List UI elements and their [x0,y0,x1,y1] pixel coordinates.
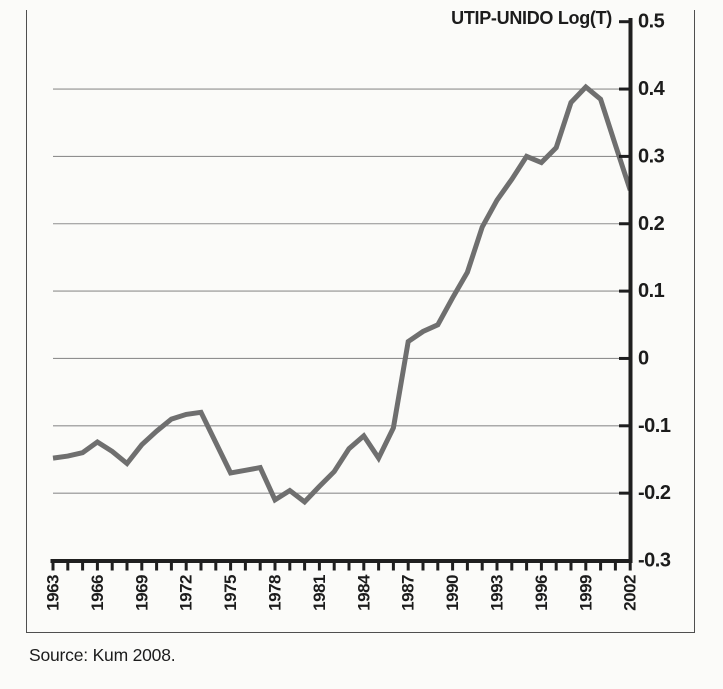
source-note: Source: Kum 2008. [29,645,176,665]
x-tick-label: 2002 [621,575,640,611]
y-tick-label: 0 [638,347,649,369]
y-tick-label: 0.2 [638,213,665,235]
x-tick-label: 1981 [310,575,329,611]
x-tick-label: 1975 [221,575,240,611]
x-tick-label: 1978 [266,575,285,611]
y-tick-label: 0.3 [638,145,665,167]
chart-series-label: UTIP-UNIDO Log(T) [451,8,612,28]
x-tick-label: 1999 [576,575,595,611]
y-tick-label: 0.5 [638,11,665,33]
x-tick-label: 1966 [88,575,107,611]
x-axis [50,559,633,571]
gridlines [53,88,631,494]
y-tick-label: 0.4 [638,78,666,100]
x-tick-label: 1969 [132,575,151,611]
y-axis [619,18,633,563]
x-tick-label: 1990 [443,575,462,611]
data-line-series [52,83,633,506]
y-tick-label: -0.3 [638,550,671,572]
y-tick-labels: 0.5 0.4 0.3 0.2 0.1 0 -0.1 -0.2 -0.3 [638,11,671,572]
x-tick-labels: 1963 1966 1969 1972 1975 1978 1981 1984 1987 1990… [44,574,640,611]
x-tick-label: 1963 [44,575,63,611]
y-tick-label: -0.1 [638,415,671,437]
chart-frame [26,10,695,633]
x-tick-label: 1993 [488,575,507,611]
x-tick-label: 1996 [532,575,551,611]
y-tick-label: -0.2 [638,482,671,504]
x-tick-label: 1984 [354,574,373,611]
y-tick-label: 0.1 [638,280,665,302]
x-tick-label: 1972 [177,575,196,611]
x-tick-label: 1987 [399,575,418,611]
